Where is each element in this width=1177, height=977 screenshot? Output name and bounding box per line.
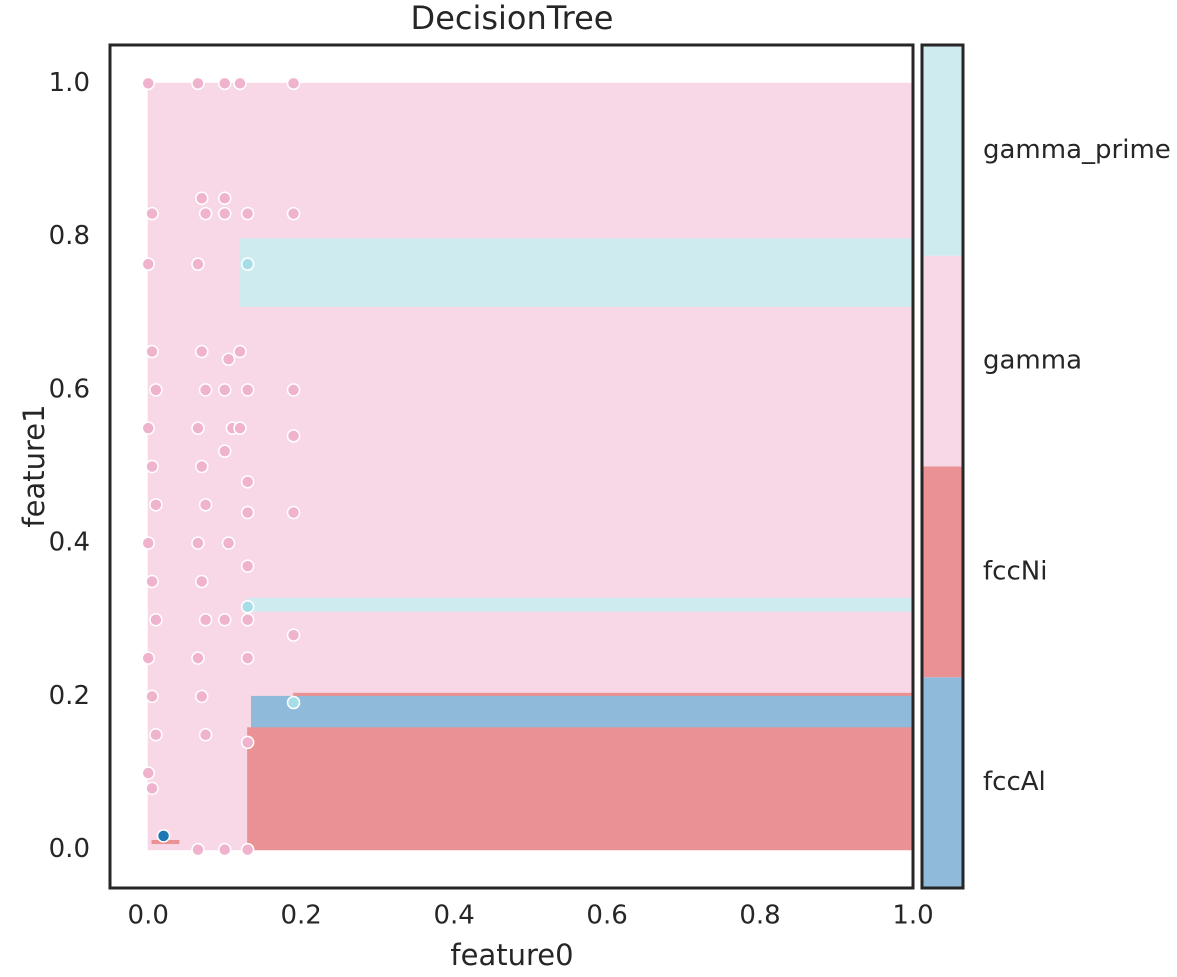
scatter-point — [217, 383, 232, 397]
scatter-point — [240, 383, 255, 397]
scatter-point — [286, 76, 301, 91]
decision-region — [239, 238, 914, 307]
scatter-point — [198, 498, 213, 512]
x-tick-label: 1.0 — [892, 901, 933, 931]
scatter-point — [145, 781, 159, 796]
scatter-point — [195, 344, 209, 359]
legend-label: gamma_prime — [983, 135, 1171, 165]
chart-title: DecisionTree — [411, 0, 614, 37]
scatter-point — [145, 459, 159, 474]
scatter-point — [221, 536, 236, 550]
scatter-point — [149, 727, 163, 742]
scatter-point — [141, 651, 155, 665]
scatter-point — [240, 206, 255, 221]
colorbar-segment — [922, 255, 963, 467]
legend-label: fccNi — [983, 556, 1047, 586]
scatter-point — [191, 76, 205, 91]
scatter-point — [233, 421, 247, 435]
scatter-point — [217, 206, 232, 221]
x-tick-label: 0.2 — [281, 901, 322, 931]
scatter-point — [286, 695, 301, 710]
scatter-point — [198, 206, 213, 221]
scatter-point — [145, 689, 159, 704]
scatter-point — [195, 459, 209, 474]
scatter-point — [141, 536, 155, 550]
scatter-point — [198, 383, 213, 397]
scatter-point — [240, 651, 255, 665]
scatter-point — [195, 689, 209, 704]
scatter-point — [240, 842, 255, 857]
scatter-point — [217, 191, 232, 206]
scatter-point — [145, 574, 159, 589]
decision-region — [247, 597, 914, 612]
scatter-point — [141, 421, 155, 435]
colorbar-frame — [920, 43, 965, 890]
scatter-point — [240, 599, 255, 614]
scatter-point — [240, 613, 255, 627]
legend-label: gamma — [983, 346, 1082, 376]
x-tick-label: 0.0 — [128, 901, 169, 931]
scatter-point — [240, 735, 255, 750]
decision-region — [250, 695, 914, 729]
scatter-point — [233, 76, 247, 91]
x-axis-label: feature0 — [450, 938, 573, 972]
scatter-point — [286, 429, 301, 443]
y-tick-label: 0.6 — [49, 374, 90, 404]
scatter-point — [191, 421, 205, 435]
y-tick-label: 0.0 — [49, 834, 90, 864]
scatter-point — [286, 505, 301, 520]
scatter-point — [191, 536, 205, 550]
colorbar-segment — [922, 466, 963, 678]
x-tick-label: 0.6 — [586, 901, 627, 931]
colorbar-segment — [922, 677, 963, 888]
scatter-point — [217, 444, 232, 458]
y-axis-label: feature1 — [17, 404, 51, 527]
scatter-point — [240, 505, 255, 520]
scatter-point — [217, 76, 232, 91]
scatter-point — [286, 383, 301, 397]
scatter-point — [240, 559, 255, 573]
legend-label: fccAl — [983, 767, 1046, 797]
scatter-point — [149, 613, 163, 627]
scatter-point — [240, 257, 255, 271]
scatter-point — [233, 344, 247, 359]
scatter-point — [195, 574, 209, 589]
scatter-point — [145, 344, 159, 359]
scatter-point — [286, 206, 301, 221]
scatter-point — [217, 613, 232, 627]
scatter-point — [217, 842, 232, 857]
scatter-point — [145, 206, 159, 221]
y-tick-label: 1.0 — [49, 68, 90, 98]
decision-region — [247, 727, 914, 851]
scatter-point — [198, 613, 213, 627]
plot-frame — [108, 43, 915, 890]
scatter-point — [149, 498, 163, 512]
scatter-point — [198, 727, 213, 742]
scatter-point — [191, 651, 205, 665]
scatter-point — [141, 766, 155, 780]
scatter-point — [156, 829, 171, 843]
y-tick-label: 0.8 — [49, 221, 90, 251]
x-tick-label: 0.4 — [433, 901, 474, 931]
scatter-point — [221, 352, 236, 366]
x-tick-label: 0.8 — [739, 901, 780, 931]
scatter-point — [141, 76, 155, 91]
scatter-point — [240, 475, 255, 489]
y-tick-label: 0.2 — [49, 681, 90, 711]
y-tick-label: 0.4 — [49, 528, 90, 558]
scatter-point — [141, 257, 155, 271]
scatter-point — [286, 628, 301, 642]
scatter-point — [195, 191, 209, 206]
scatter-point — [149, 383, 163, 397]
scatter-point — [191, 842, 205, 857]
scatter-point — [191, 257, 205, 271]
colorbar-segment — [922, 45, 963, 256]
